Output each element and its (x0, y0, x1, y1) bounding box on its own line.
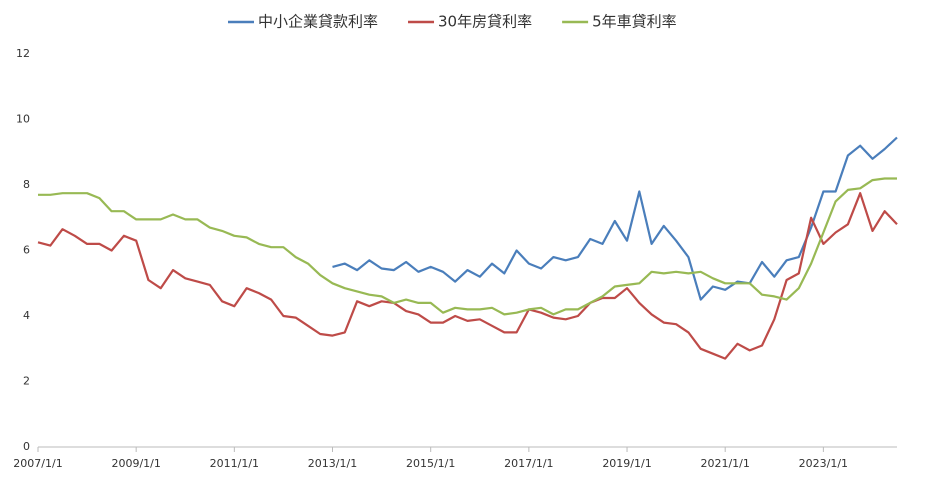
x-tick-label: 2019/1/1 (602, 457, 651, 470)
legend: 中小企業貸款利率 30年房貸利率 5年車貸利率 (228, 13, 677, 31)
series-line (332, 136, 898, 301)
x-tick-label: 2007/1/1 (13, 457, 62, 470)
y-tick-label: 4 (23, 309, 30, 322)
y-tick-label: 2 (23, 375, 30, 388)
x-tick-label: 2015/1/1 (406, 457, 455, 470)
legend-label: 30年房貸利率 (438, 13, 532, 31)
y-tick-label: 12 (16, 47, 30, 60)
y-tick-label: 6 (23, 244, 30, 257)
x-tick-label: 2009/1/1 (111, 457, 160, 470)
series-line (38, 177, 897, 316)
x-tick-label: 2023/1/1 (799, 457, 848, 470)
series-line (37, 192, 898, 360)
x-tick-label: 2017/1/1 (504, 457, 553, 470)
y-tick-label: 8 (23, 178, 30, 191)
x-tick-label: 2011/1/1 (210, 457, 259, 470)
y-tick-label: 0 (23, 440, 30, 453)
legend-label: 中小企業貸款利率 (258, 13, 378, 31)
x-tick-label: 2013/1/1 (308, 457, 357, 470)
x-tick-label: 2021/1/1 (700, 457, 749, 470)
y-tick-label: 10 (16, 113, 30, 126)
legend-label: 5年車貸利率 (592, 13, 677, 31)
